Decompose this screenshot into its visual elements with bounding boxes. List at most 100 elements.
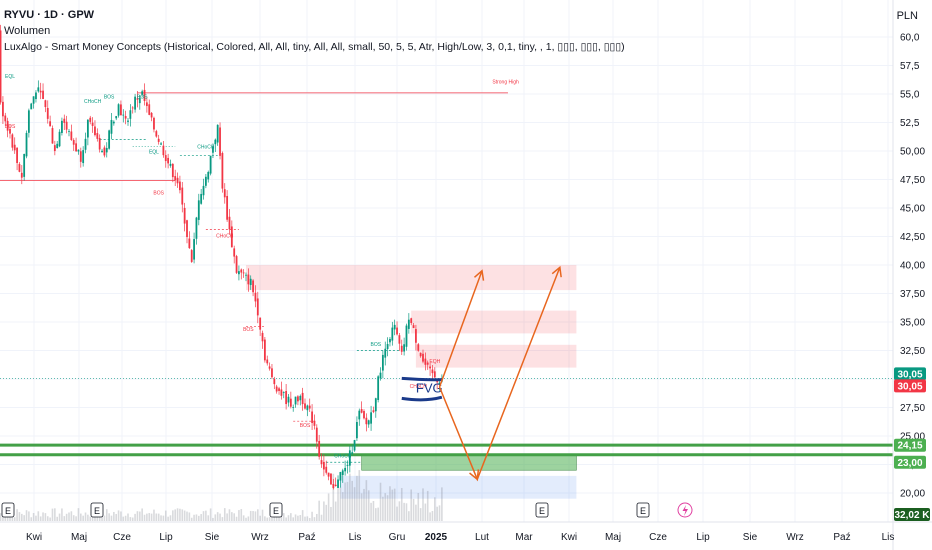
volume-bar (441, 487, 443, 521)
time-tick-label: Cze (649, 532, 667, 543)
candle-body (259, 317, 262, 330)
candle-body (39, 90, 42, 93)
candle-body (30, 103, 33, 110)
volume-bar (56, 516, 58, 521)
volume-bar (426, 490, 429, 521)
volume-bar (174, 509, 176, 521)
candle-body (426, 362, 429, 365)
volume-bar (32, 513, 35, 521)
price-scale[interactable]: 60,0 57,5 55,0 52,5 50,00 47,50 45,00 42,50 40,0… (900, 33, 925, 500)
time-tick-label: Kwi (26, 532, 42, 543)
candle-body (167, 157, 170, 164)
volume-bar (238, 510, 240, 521)
earnings-marker-letter: E (539, 506, 545, 516)
scenario-arrowhead (469, 469, 480, 481)
volume-bar (176, 508, 179, 521)
volume-bar (268, 517, 271, 521)
candle-body (84, 138, 87, 150)
candle-body (204, 176, 207, 186)
candle-body (245, 274, 247, 276)
volume-bar (240, 509, 243, 521)
volume-bar (193, 514, 195, 521)
volume-bar (160, 515, 162, 521)
price-badge-label: 23,00 (897, 458, 922, 469)
candle-body (384, 348, 387, 358)
candle-body (233, 248, 236, 257)
candle-body (209, 155, 212, 174)
scenario-arrow-1 (438, 270, 483, 388)
price-tick-label: 50,00 (900, 147, 925, 158)
candle-body (20, 172, 23, 178)
volume-bar (415, 504, 417, 521)
volume-bar (89, 516, 92, 521)
volume-legend[interactable]: Wolumen (4, 25, 51, 37)
candle-body (268, 366, 271, 369)
candle-body (271, 368, 273, 378)
candle-body (238, 271, 240, 275)
volume-bar (209, 508, 212, 521)
volume-bar (65, 513, 68, 521)
price-badge (894, 379, 926, 393)
price-tick-label: 45,00 (900, 204, 925, 215)
volume-bar (61, 508, 63, 521)
candle-body (398, 335, 401, 344)
user-drawings[interactable]: FVG (401, 265, 562, 482)
candle-body (42, 90, 44, 99)
candle-body (49, 121, 52, 127)
volume-bar (162, 515, 165, 521)
volume-bar (200, 514, 202, 521)
volume-bar (412, 498, 415, 521)
volume-bar (212, 517, 214, 521)
candle-body (186, 220, 188, 238)
candle-body (318, 440, 321, 457)
candle-body (304, 403, 306, 409)
volume-bar (334, 501, 337, 521)
candle-body (134, 96, 136, 110)
time-scale[interactable]: Kwi Maj Cze Lip Sie Wrz Paź Lis Gru 2025 Lut Mar Kwi… (26, 532, 894, 543)
candle-body (188, 238, 191, 249)
volume-bar (21, 513, 23, 521)
candle-body (110, 119, 113, 134)
currency-label[interactable]: PLN (896, 10, 918, 22)
price-tick-label: 35,00 (900, 318, 925, 329)
time-tick-label: Lis (882, 532, 895, 543)
volume-bar (54, 508, 56, 521)
volume-bar (228, 509, 231, 521)
volume-bar (103, 515, 106, 521)
candle-body (297, 396, 299, 402)
volume-bar (127, 513, 129, 521)
price-tick-label: 55,0 (900, 90, 920, 101)
candle-body (197, 200, 200, 220)
volume-bar (28, 511, 30, 521)
candle-body (263, 339, 266, 361)
volume-bar (242, 515, 245, 521)
candle-body (98, 137, 101, 150)
smc-label: CHoCH (197, 145, 215, 151)
volume-bar (316, 513, 318, 521)
candle-body (315, 427, 318, 442)
candle-body (367, 420, 370, 425)
indicator-legend[interactable]: LuxAlgo - Smart Money Concepts (Historic… (4, 41, 625, 53)
candle-body (282, 392, 285, 394)
candle-body (431, 369, 434, 374)
fvg-label: FVG (416, 381, 443, 396)
volume-bar (351, 480, 353, 521)
volume-bar (155, 513, 158, 521)
candle-body (105, 147, 108, 153)
price-badge-label: 24,15 (897, 441, 922, 452)
candle-body (77, 149, 80, 152)
plot-area[interactable] (0, 0, 893, 522)
price-tick-label: 60,0 (900, 33, 920, 44)
candle-body (155, 131, 158, 137)
volume-bar (320, 514, 323, 521)
candle-body (337, 479, 339, 488)
volume-bar (422, 488, 424, 521)
candle-body (37, 87, 40, 92)
symbol-title[interactable]: RYVU · 1D · GPW (4, 9, 95, 21)
volume-bar (77, 508, 80, 521)
candle-body (124, 116, 127, 119)
volume-bar (157, 513, 160, 521)
